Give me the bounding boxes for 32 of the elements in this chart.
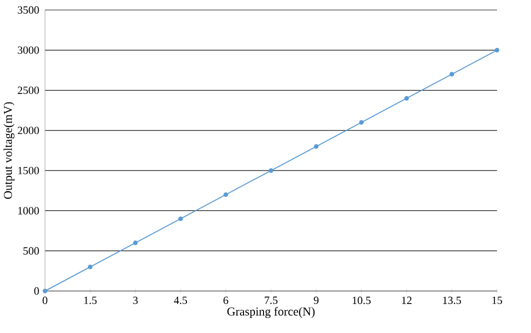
- point: [42, 288, 48, 294]
- point: [494, 48, 500, 52]
- x-tick-label: 10.5: [352, 296, 371, 304]
- y-tick-label: 1500: [18, 166, 39, 174]
- point: [178, 216, 183, 222]
- x-tick-label: 1.5: [84, 296, 97, 304]
- point: [88, 264, 92, 270]
- x-axis-title: Grasping force(N): [227, 307, 315, 318]
- point: [449, 72, 454, 77]
- point: [314, 144, 318, 149]
- point: [133, 240, 138, 246]
- y-tick-label: 500: [23, 247, 39, 255]
- point: [224, 192, 228, 197]
- y-tick-label: 0: [34, 287, 39, 295]
- x-tick-label: 13.5: [443, 296, 461, 304]
- y-tick-label: 3500: [18, 6, 39, 14]
- y-tick-label: 2000: [18, 126, 39, 134]
- point: [268, 168, 274, 173]
- x-tick-label: 3: [133, 296, 138, 304]
- y-tick-label: 2500: [18, 86, 39, 94]
- y-tick-label: 1000: [18, 207, 39, 214]
- x-tick-label: 4.5: [174, 296, 188, 304]
- point: [359, 120, 364, 125]
- point: [404, 96, 409, 101]
- y-tick-label: 3000: [18, 46, 39, 54]
- x-tick-label: 9: [314, 296, 318, 304]
- x-tick-label: 15: [492, 296, 502, 304]
- x-tick-label: 6: [224, 296, 228, 304]
- x-tick-label: 0: [42, 296, 48, 304]
- y-axis-title: Output voltage(mV): [4, 102, 14, 199]
- x-tick-label: 7.5: [264, 296, 278, 304]
- x-tick-label: 12: [402, 296, 412, 304]
